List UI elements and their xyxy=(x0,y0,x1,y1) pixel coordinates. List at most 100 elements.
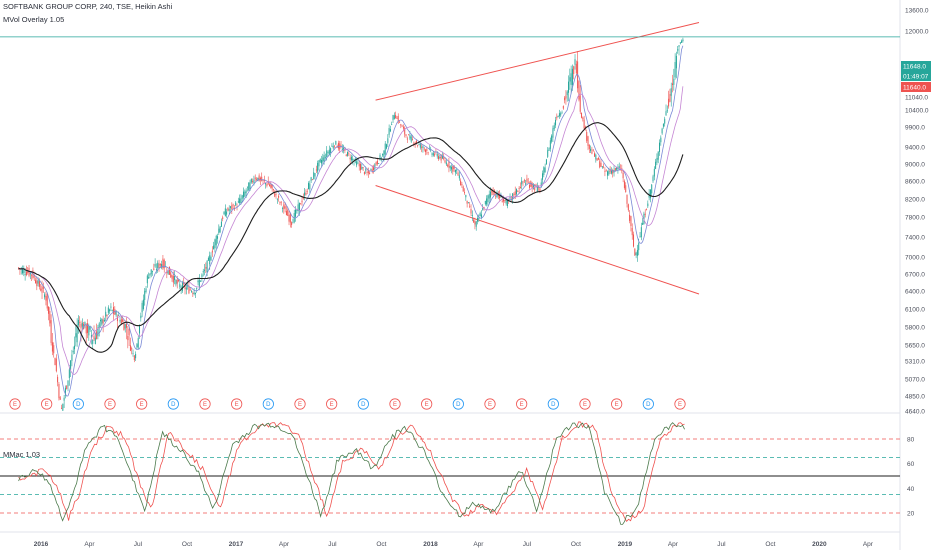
candle-body xyxy=(436,153,438,157)
time-tick-label: Apr xyxy=(473,541,484,548)
candle-body xyxy=(249,181,251,190)
event-marker-label: E xyxy=(330,402,334,408)
candle-body xyxy=(426,149,428,151)
candle-body xyxy=(570,73,572,85)
price-tick-label: 11040.0 xyxy=(905,95,928,102)
candle-body xyxy=(323,155,325,162)
time-tick-label: Oct xyxy=(571,541,581,548)
candle-body xyxy=(327,152,329,153)
candle-body xyxy=(413,143,415,145)
candle-body xyxy=(594,153,596,157)
event-marker-label: E xyxy=(583,402,587,408)
earnings-marker xyxy=(579,398,591,410)
candle-body xyxy=(244,191,246,197)
overlay-legend: MVol Overlay 1.05 xyxy=(3,15,65,24)
candle-body xyxy=(133,355,135,361)
candle-body xyxy=(646,209,648,211)
candle-body xyxy=(482,207,484,210)
candle-body xyxy=(84,321,86,326)
candle-body xyxy=(196,287,198,289)
candle-body xyxy=(666,110,668,112)
candle-body xyxy=(636,249,638,256)
candle-body xyxy=(581,112,583,118)
candle-body xyxy=(166,271,168,273)
candle-body xyxy=(391,124,393,125)
candle-body xyxy=(612,170,614,174)
candle-body xyxy=(265,182,267,185)
candle-body xyxy=(395,115,397,119)
candle-body xyxy=(405,134,407,136)
candle-body xyxy=(272,188,274,190)
candle-body xyxy=(382,153,384,156)
candle-body xyxy=(54,357,56,366)
candle-body xyxy=(605,170,607,172)
candle-body xyxy=(22,268,24,274)
price-tick-label: 5310.0 xyxy=(905,359,925,366)
candle-body xyxy=(525,183,527,185)
candle-body xyxy=(150,269,152,275)
candle-body xyxy=(376,160,378,164)
candle-body xyxy=(48,306,50,314)
oscillator-tick-label: 60 xyxy=(907,461,915,468)
candle-body xyxy=(460,180,462,186)
event-marker-label: E xyxy=(678,402,682,408)
candle-body xyxy=(633,234,635,247)
candle-body xyxy=(504,199,506,201)
last-price-badge-label: 11648.0 xyxy=(903,64,926,71)
candle-body xyxy=(410,136,412,142)
candle-body xyxy=(454,170,456,173)
candle-body xyxy=(375,162,377,165)
candle-body xyxy=(162,258,164,269)
candle-body xyxy=(128,328,130,336)
candle-body xyxy=(583,119,585,129)
candle-body xyxy=(258,175,260,181)
candle-body xyxy=(347,151,349,156)
candle-body xyxy=(363,171,365,174)
candle-body xyxy=(163,259,165,269)
candle-body xyxy=(232,204,234,206)
candle-body xyxy=(678,45,680,47)
candle-body xyxy=(634,248,636,256)
candle-body xyxy=(681,40,683,43)
candle-body xyxy=(220,221,222,227)
candle-body xyxy=(311,179,313,181)
candle-body xyxy=(261,176,263,181)
candle-body xyxy=(180,287,182,289)
candle-body xyxy=(664,118,666,124)
candle-body xyxy=(451,166,453,170)
price-tick-label: 7400.0 xyxy=(905,235,925,242)
candle-body xyxy=(38,281,40,287)
candle-body xyxy=(393,115,395,120)
candle-body xyxy=(642,223,644,225)
candle-body xyxy=(647,203,649,207)
candle-body xyxy=(478,217,480,220)
event-marker-label: D xyxy=(76,402,81,408)
candle-body xyxy=(674,62,676,78)
candle-body xyxy=(551,135,553,142)
candle-body xyxy=(566,91,568,96)
candle-body xyxy=(617,167,619,170)
candle-body xyxy=(35,280,37,284)
candle-body xyxy=(530,181,532,187)
event-marker-label: E xyxy=(615,402,619,408)
candle-body xyxy=(425,149,427,153)
candle-body xyxy=(356,161,358,166)
candle-body xyxy=(337,142,339,149)
candle-body xyxy=(172,275,174,283)
candle-body xyxy=(573,66,575,74)
candle-body xyxy=(93,335,95,340)
candle-body xyxy=(218,228,220,234)
candle-body xyxy=(629,214,631,221)
candle-body xyxy=(170,272,172,278)
candle-body xyxy=(365,169,367,171)
candle-body xyxy=(434,154,436,156)
candle-body xyxy=(53,345,55,354)
candle-body xyxy=(465,194,467,198)
candle-body xyxy=(79,322,81,323)
candle-body xyxy=(279,202,281,204)
candle-body xyxy=(562,106,564,109)
candle-body xyxy=(625,185,627,193)
candle-body xyxy=(477,217,479,222)
candle-body xyxy=(92,339,94,344)
